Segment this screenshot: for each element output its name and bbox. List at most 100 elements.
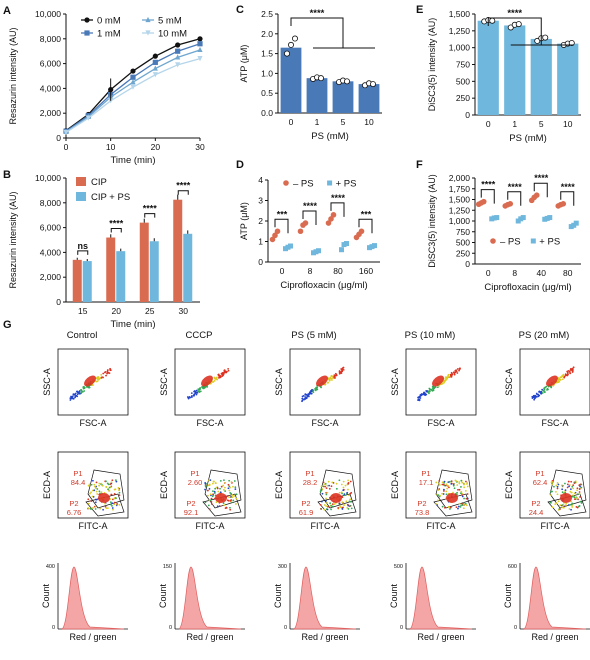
event-dot [329,502,332,505]
event-dot [464,490,467,492]
event-dot [235,497,238,500]
event-dot [109,483,112,486]
replicate-point [489,17,496,24]
event-dot [96,377,99,380]
event-dot [322,481,325,484]
panel-a: 0 2,000 4,000 6,000 8,000 10,000 0 10 20 30 Time (… [35,9,205,166]
point-minus-ps [533,192,540,198]
event-dot [340,368,343,370]
event-dot [424,394,426,397]
panel-c: 0.0 0.5 1.0 1.5 2.0 2.5 0 1 5 10 PS (mM) **** [261,8,382,142]
bar-CIP [72,259,82,302]
x-tick-label: 1 [315,117,320,127]
event-dot [80,389,83,392]
event-dot [109,369,112,372]
x-axis-label: Time (min) [110,319,155,330]
data-point [130,74,136,80]
data-point [84,17,90,23]
x-axis-label: FSC-A [80,418,107,428]
significance-bracket [144,213,156,218]
event-dot [113,503,116,506]
event-dot [551,506,554,509]
event-dot [567,370,570,372]
event-dot [335,374,338,377]
event-dot [329,376,332,379]
event-dot [575,505,578,508]
y-tick-label: 1,500 [449,195,471,205]
event-dot [228,479,231,482]
event-dot [443,482,445,484]
y-tick-label: 750 [456,60,470,70]
event-dot [228,485,231,488]
event-dot [78,392,81,395]
replicate-point [343,78,350,85]
y-tick-label: 300 [278,564,287,570]
significance-label: **** [310,8,325,19]
data-point [63,129,69,136]
event-dot [436,386,439,389]
y-tick-label: 250 [456,93,470,103]
event-dot [190,392,193,395]
event-dot [109,501,112,504]
gate-p2-label: P2 [186,499,195,508]
significance-bracket [274,218,289,234]
event-dot [193,390,195,393]
y-tick-label: 4,000 [40,83,62,93]
event-dot [544,386,547,389]
data-point [197,46,203,53]
event-dot [215,486,218,489]
event-dot [448,486,450,489]
x-tick-label: 10 [106,142,116,152]
x-tick-label: 1 [512,119,517,129]
event-dot [342,489,345,492]
y-tick-label: 8,000 [40,34,62,44]
event-dot [569,503,572,506]
event-dot [230,501,233,504]
event-dot [461,495,464,498]
y-tick-label: 0.5 [261,88,273,98]
event-dot [106,507,109,510]
gate-p1-value: 17.1 [419,478,434,487]
y-tick-label: 2.0 [261,29,273,39]
event-dot [555,490,557,493]
event-dot [326,484,329,487]
legend-label: – PS [293,179,314,190]
event-dot [100,482,103,485]
point-minus-ps [269,236,276,243]
event-dot [88,483,91,486]
event-dot [571,506,574,508]
event-dot [323,508,326,511]
event-dot [210,500,213,503]
event-dot [338,502,341,505]
event-dot [90,483,93,486]
legend-marker [283,180,289,186]
event-dot [441,483,444,486]
event-dot [562,504,564,506]
event-dot [83,390,86,392]
scatter-fsc-ssc: FSC-A SSC-A [159,348,246,428]
event-dot [216,505,219,508]
event-dot [568,485,570,488]
gate-p2-value: 92.1 [184,508,199,517]
event-dot [102,372,105,375]
event-dot [576,493,579,496]
event-dot [556,487,559,490]
event-dot [572,366,575,369]
event-dot [561,488,564,491]
point-minus-ps [302,220,309,226]
event-dot [456,372,459,374]
event-dot [570,480,573,483]
event-dot [234,488,237,491]
histogram-fill [523,566,587,630]
histogram-red-green: 500 0 Red / green Count [389,563,476,642]
point-minus-ps [358,228,365,235]
scatter-fsc-ssc: FSC-A SSC-A [390,348,477,428]
event-dot [113,493,116,495]
event-dot [80,392,83,395]
density-core [432,375,444,387]
y-tick-label: 6,000 [40,59,62,69]
event-dot [229,508,232,511]
column-title: CCCP [186,330,213,341]
gate-p2-value: 24.4 [529,508,544,517]
